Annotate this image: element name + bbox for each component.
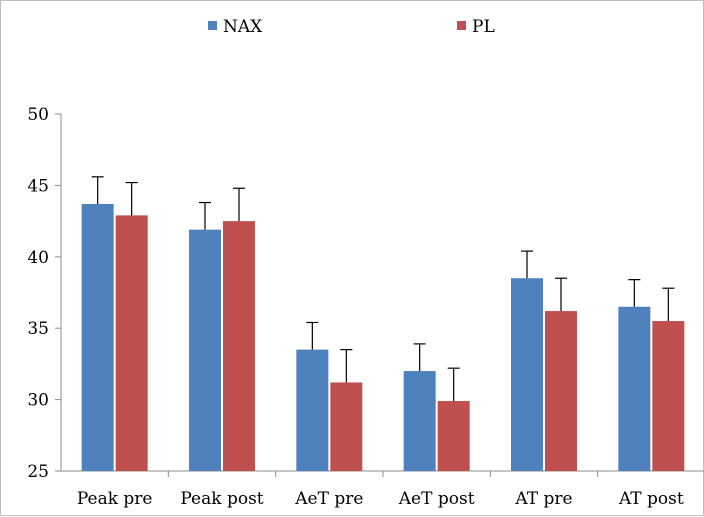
x-tick-label: Peak post — [180, 489, 263, 509]
bar-nax — [189, 229, 221, 471]
legend-label-pl: PL — [472, 17, 495, 37]
bar-nax — [618, 306, 651, 471]
y-tick-label: 40 — [27, 248, 49, 268]
y-tick-label: 35 — [27, 319, 49, 339]
bar-pl — [223, 221, 255, 471]
bar-nax — [296, 349, 329, 471]
bar-pl — [437, 401, 470, 471]
x-tick-label: Peak pre — [77, 489, 153, 509]
x-tick-label: AeT pre — [294, 489, 363, 509]
x-axis-labels: Peak pre Peak post AeT pre AeT post AT pre AT… — [77, 489, 684, 509]
bar-pl — [330, 382, 363, 471]
y-tick-label: 30 — [27, 391, 49, 411]
bar-pl — [652, 321, 685, 471]
x-tick-label: AT pre — [514, 489, 572, 509]
error-bars — [91, 176, 675, 402]
x-tick-label: AT post — [618, 489, 684, 509]
legend: NAX PL — [208, 17, 495, 37]
bar-pl — [115, 215, 148, 471]
y-tick-label: 45 — [27, 176, 49, 196]
axes — [60, 114, 704, 477]
y-tick-label: 25 — [27, 462, 49, 482]
y-tick-label: 50 — [27, 105, 49, 125]
y-axis-ticks: 25 30 35 40 45 50 — [27, 105, 61, 482]
x-tick-label: AeT post — [398, 489, 475, 509]
legend-label-nax: NAX — [223, 17, 263, 37]
bar-nax — [403, 371, 436, 471]
bar-nax — [511, 278, 543, 471]
legend-swatch-pl — [457, 21, 466, 30]
bar-pl — [545, 311, 577, 471]
legend-swatch-nax — [208, 21, 217, 30]
bar-nax — [81, 203, 114, 472]
bars — [81, 203, 685, 472]
